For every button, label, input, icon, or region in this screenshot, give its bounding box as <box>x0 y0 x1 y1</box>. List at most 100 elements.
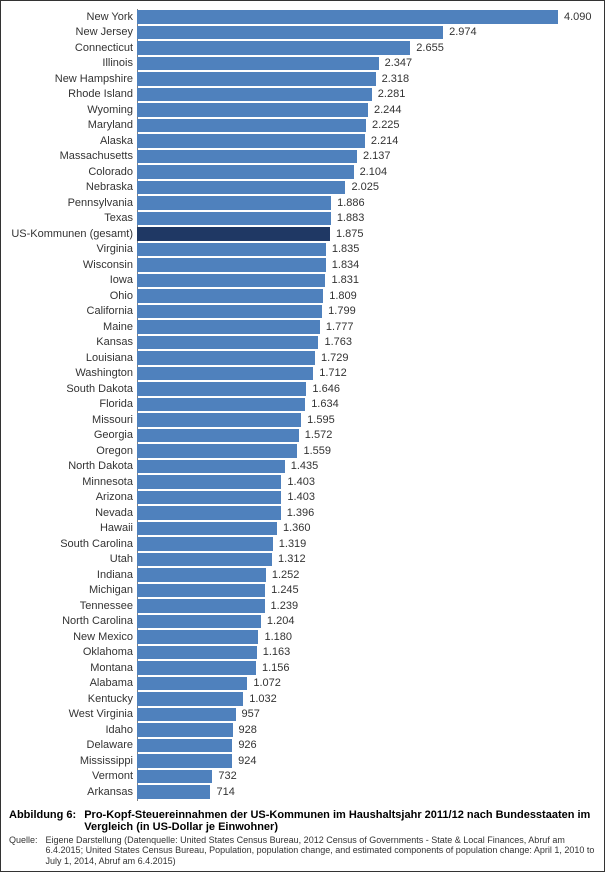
value-label: 2.137 <box>363 150 391 162</box>
category-label: Alabama <box>1 677 137 689</box>
bar-row: South Carolina1.319 <box>1 536 604 552</box>
source-label: Quelle: <box>9 835 46 845</box>
value-label: 1.396 <box>287 507 315 519</box>
value-label: 1.712 <box>319 367 347 379</box>
value-label: 1.403 <box>287 491 315 503</box>
category-label: Maine <box>1 321 137 333</box>
value-label: 1.032 <box>249 693 277 705</box>
bar-row: Alabama 1.072 <box>1 676 604 692</box>
bar-track: 2.974 <box>137 25 604 41</box>
category-label: Montana <box>1 662 137 674</box>
bar <box>137 134 365 148</box>
value-label: 1.875 <box>336 228 364 240</box>
bar <box>137 351 315 365</box>
bar <box>137 274 325 288</box>
bar-row: Missouri1.595 <box>1 412 604 428</box>
bar-track: 1.729 <box>137 350 604 366</box>
value-label: 1.834 <box>332 259 360 271</box>
bar-row: Rhode Island2.281 <box>1 87 604 103</box>
bar <box>137 522 277 536</box>
bar-track: 714 <box>137 784 604 800</box>
category-label: Alaska <box>1 135 137 147</box>
bar-row: Oklahoma1.163 <box>1 645 604 661</box>
bar <box>137 785 210 799</box>
category-label: Arkansas <box>1 786 137 798</box>
category-label: Florida <box>1 398 137 410</box>
category-label: US-Kommunen (gesamt) <box>1 228 137 240</box>
bar-track: 1.360 <box>137 521 604 537</box>
bar-track: 1.595 <box>137 412 604 428</box>
bar <box>137 382 306 396</box>
bar <box>137 212 331 226</box>
bar-track: 1.319 <box>137 536 604 552</box>
bar-track: 928 <box>137 722 604 738</box>
bar-row: New Jersey2.974 <box>1 25 604 41</box>
category-label: Kansas <box>1 336 137 348</box>
bar <box>137 568 266 582</box>
bar-track: 926 <box>137 738 604 754</box>
category-label: Virginia <box>1 243 137 255</box>
bar-track: 1.163 <box>137 645 604 661</box>
bar <box>137 506 281 520</box>
bar <box>137 181 345 195</box>
bar-track: 1.156 <box>137 660 604 676</box>
bar <box>137 475 281 489</box>
bar <box>137 770 212 784</box>
value-label: 1.312 <box>278 553 306 565</box>
bar <box>137 661 256 675</box>
category-label: Pennsylvania <box>1 197 137 209</box>
bar <box>137 165 354 179</box>
value-label: 924 <box>238 755 256 767</box>
value-label: 1.763 <box>324 336 352 348</box>
bar <box>137 491 281 505</box>
category-label: Arizona <box>1 491 137 503</box>
value-label: 1.156 <box>262 662 290 674</box>
caption-row: Abbildung 6: Pro-Kopf-Steuereinnahmen de… <box>9 809 596 833</box>
value-label: 928 <box>239 724 257 736</box>
bar-row: Hawaii1.360 <box>1 521 604 537</box>
value-label: 1.572 <box>305 429 333 441</box>
bar-track: 1.435 <box>137 459 604 475</box>
bar-track: 1.875 <box>137 226 604 242</box>
bar-row: Maine1.777 <box>1 319 604 335</box>
value-label: 2.974 <box>449 26 477 38</box>
category-label: Utah <box>1 553 137 565</box>
bar-row: Wyoming2.244 <box>1 102 604 118</box>
bar-row: Arizona 1.403 <box>1 490 604 506</box>
bar-row: Utah 1.312 <box>1 552 604 568</box>
bar <box>137 692 243 706</box>
category-label: New Mexico <box>1 631 137 643</box>
category-label: Colorado <box>1 166 137 178</box>
bar-row: Nebraska2.025 <box>1 180 604 196</box>
bar-row: Wisconsin1.834 <box>1 257 604 273</box>
bar-row: Iowa1.831 <box>1 273 604 289</box>
bar <box>137 677 247 691</box>
value-label: 926 <box>238 739 256 751</box>
bar-track: 1.312 <box>137 552 604 568</box>
figure-title: Pro-Kopf-Steuereinnahmen der US-Kommunen… <box>84 809 596 833</box>
bar-track: 1.886 <box>137 195 604 211</box>
value-label: 1.403 <box>287 476 315 488</box>
category-label: Minnesota <box>1 476 137 488</box>
category-label: Louisiana <box>1 352 137 364</box>
category-label: Oklahoma <box>1 646 137 658</box>
bar-row: Nevada1.396 <box>1 505 604 521</box>
caption-block: Abbildung 6: Pro-Kopf-Steuereinnahmen de… <box>1 805 604 871</box>
bar <box>137 429 299 443</box>
value-label: 1.559 <box>303 445 331 457</box>
bar-row: North Dakota1.435 <box>1 459 604 475</box>
bar-track: 1.403 <box>137 490 604 506</box>
bar-row: Tennessee1.239 <box>1 598 604 614</box>
value-label: 1.646 <box>312 383 340 395</box>
bar-row: Connecticut2.655 <box>1 40 604 56</box>
bar-row: New Mexico1.180 <box>1 629 604 645</box>
category-label: California <box>1 305 137 317</box>
bar-row: US-Kommunen (gesamt) 1.875 <box>1 226 604 242</box>
bar-chart: New York4.090New Jersey2.974Connecticut2… <box>1 9 604 801</box>
bar-row: Maryland2.225 <box>1 118 604 134</box>
bar <box>137 10 558 24</box>
source-row: Quelle: Eigene Darstellung (Datenquelle:… <box>9 835 596 867</box>
bar-track: 2.214 <box>137 133 604 149</box>
value-label: 1.072 <box>253 677 281 689</box>
bar <box>137 336 318 350</box>
